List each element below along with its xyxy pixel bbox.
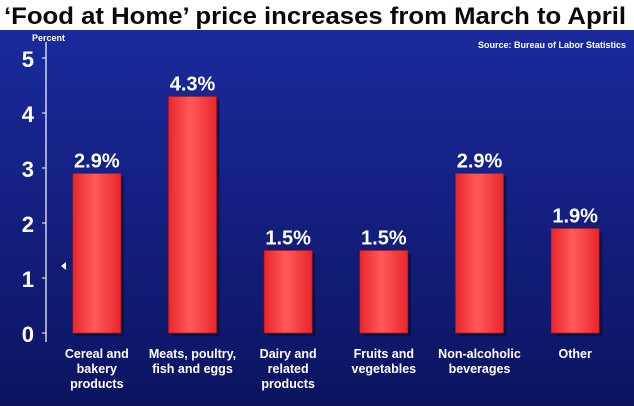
x-tick-label: Meats, poultry, [149, 347, 236, 361]
x-tick-label: related [268, 362, 309, 376]
bar [550, 228, 600, 334]
chart-title: ‘Food at Home’ price increases from Marc… [4, 3, 626, 30]
data-label: 4.3% [170, 74, 216, 96]
y-tick-label: 0 [22, 322, 34, 347]
y-tick-label: 4 [22, 102, 35, 127]
data-labels: 2.9% 4.3% 1.5% 1.5% 2.9% 1.9% [74, 74, 598, 250]
x-tick-label: vegetables [352, 362, 417, 376]
left-arrow-icon [61, 262, 66, 270]
bar [72, 173, 122, 334]
source-note: Source: Bureau of Labor Statistics [478, 40, 626, 50]
x-tick-label: products [70, 377, 124, 391]
y-tick-label: 5 [22, 47, 34, 72]
x-tick-label: Non-alcoholic [438, 347, 521, 361]
data-label: 2.9% [74, 151, 120, 173]
x-tick-label: products [261, 377, 315, 391]
y-tick-label: 1 [22, 267, 34, 292]
data-label: 1.5% [361, 228, 407, 250]
x-tick-label: beverages [449, 362, 511, 376]
y-tick-label: 3 [22, 157, 34, 182]
x-tick-label: Other [558, 347, 591, 361]
y-ticks: 0 1 2 3 4 5 [22, 47, 46, 347]
y-tick-label: 2 [22, 212, 34, 237]
data-label: 1.9% [552, 206, 598, 228]
x-tick-label: Fruits and [354, 347, 414, 361]
bar [168, 96, 217, 334]
bar [455, 173, 504, 334]
y-axis-label: Percent [32, 33, 65, 43]
x-tick-label: fish and eggs [152, 362, 233, 376]
bars [72, 96, 603, 336]
x-tick-label: bakery [77, 362, 117, 376]
x-tick-label: Cereal and [65, 347, 129, 361]
bar [263, 250, 313, 334]
data-label: 2.9% [457, 151, 503, 173]
x-tick-label: Dairy and [260, 347, 317, 361]
bar [359, 250, 409, 334]
data-label: 1.5% [265, 228, 311, 250]
